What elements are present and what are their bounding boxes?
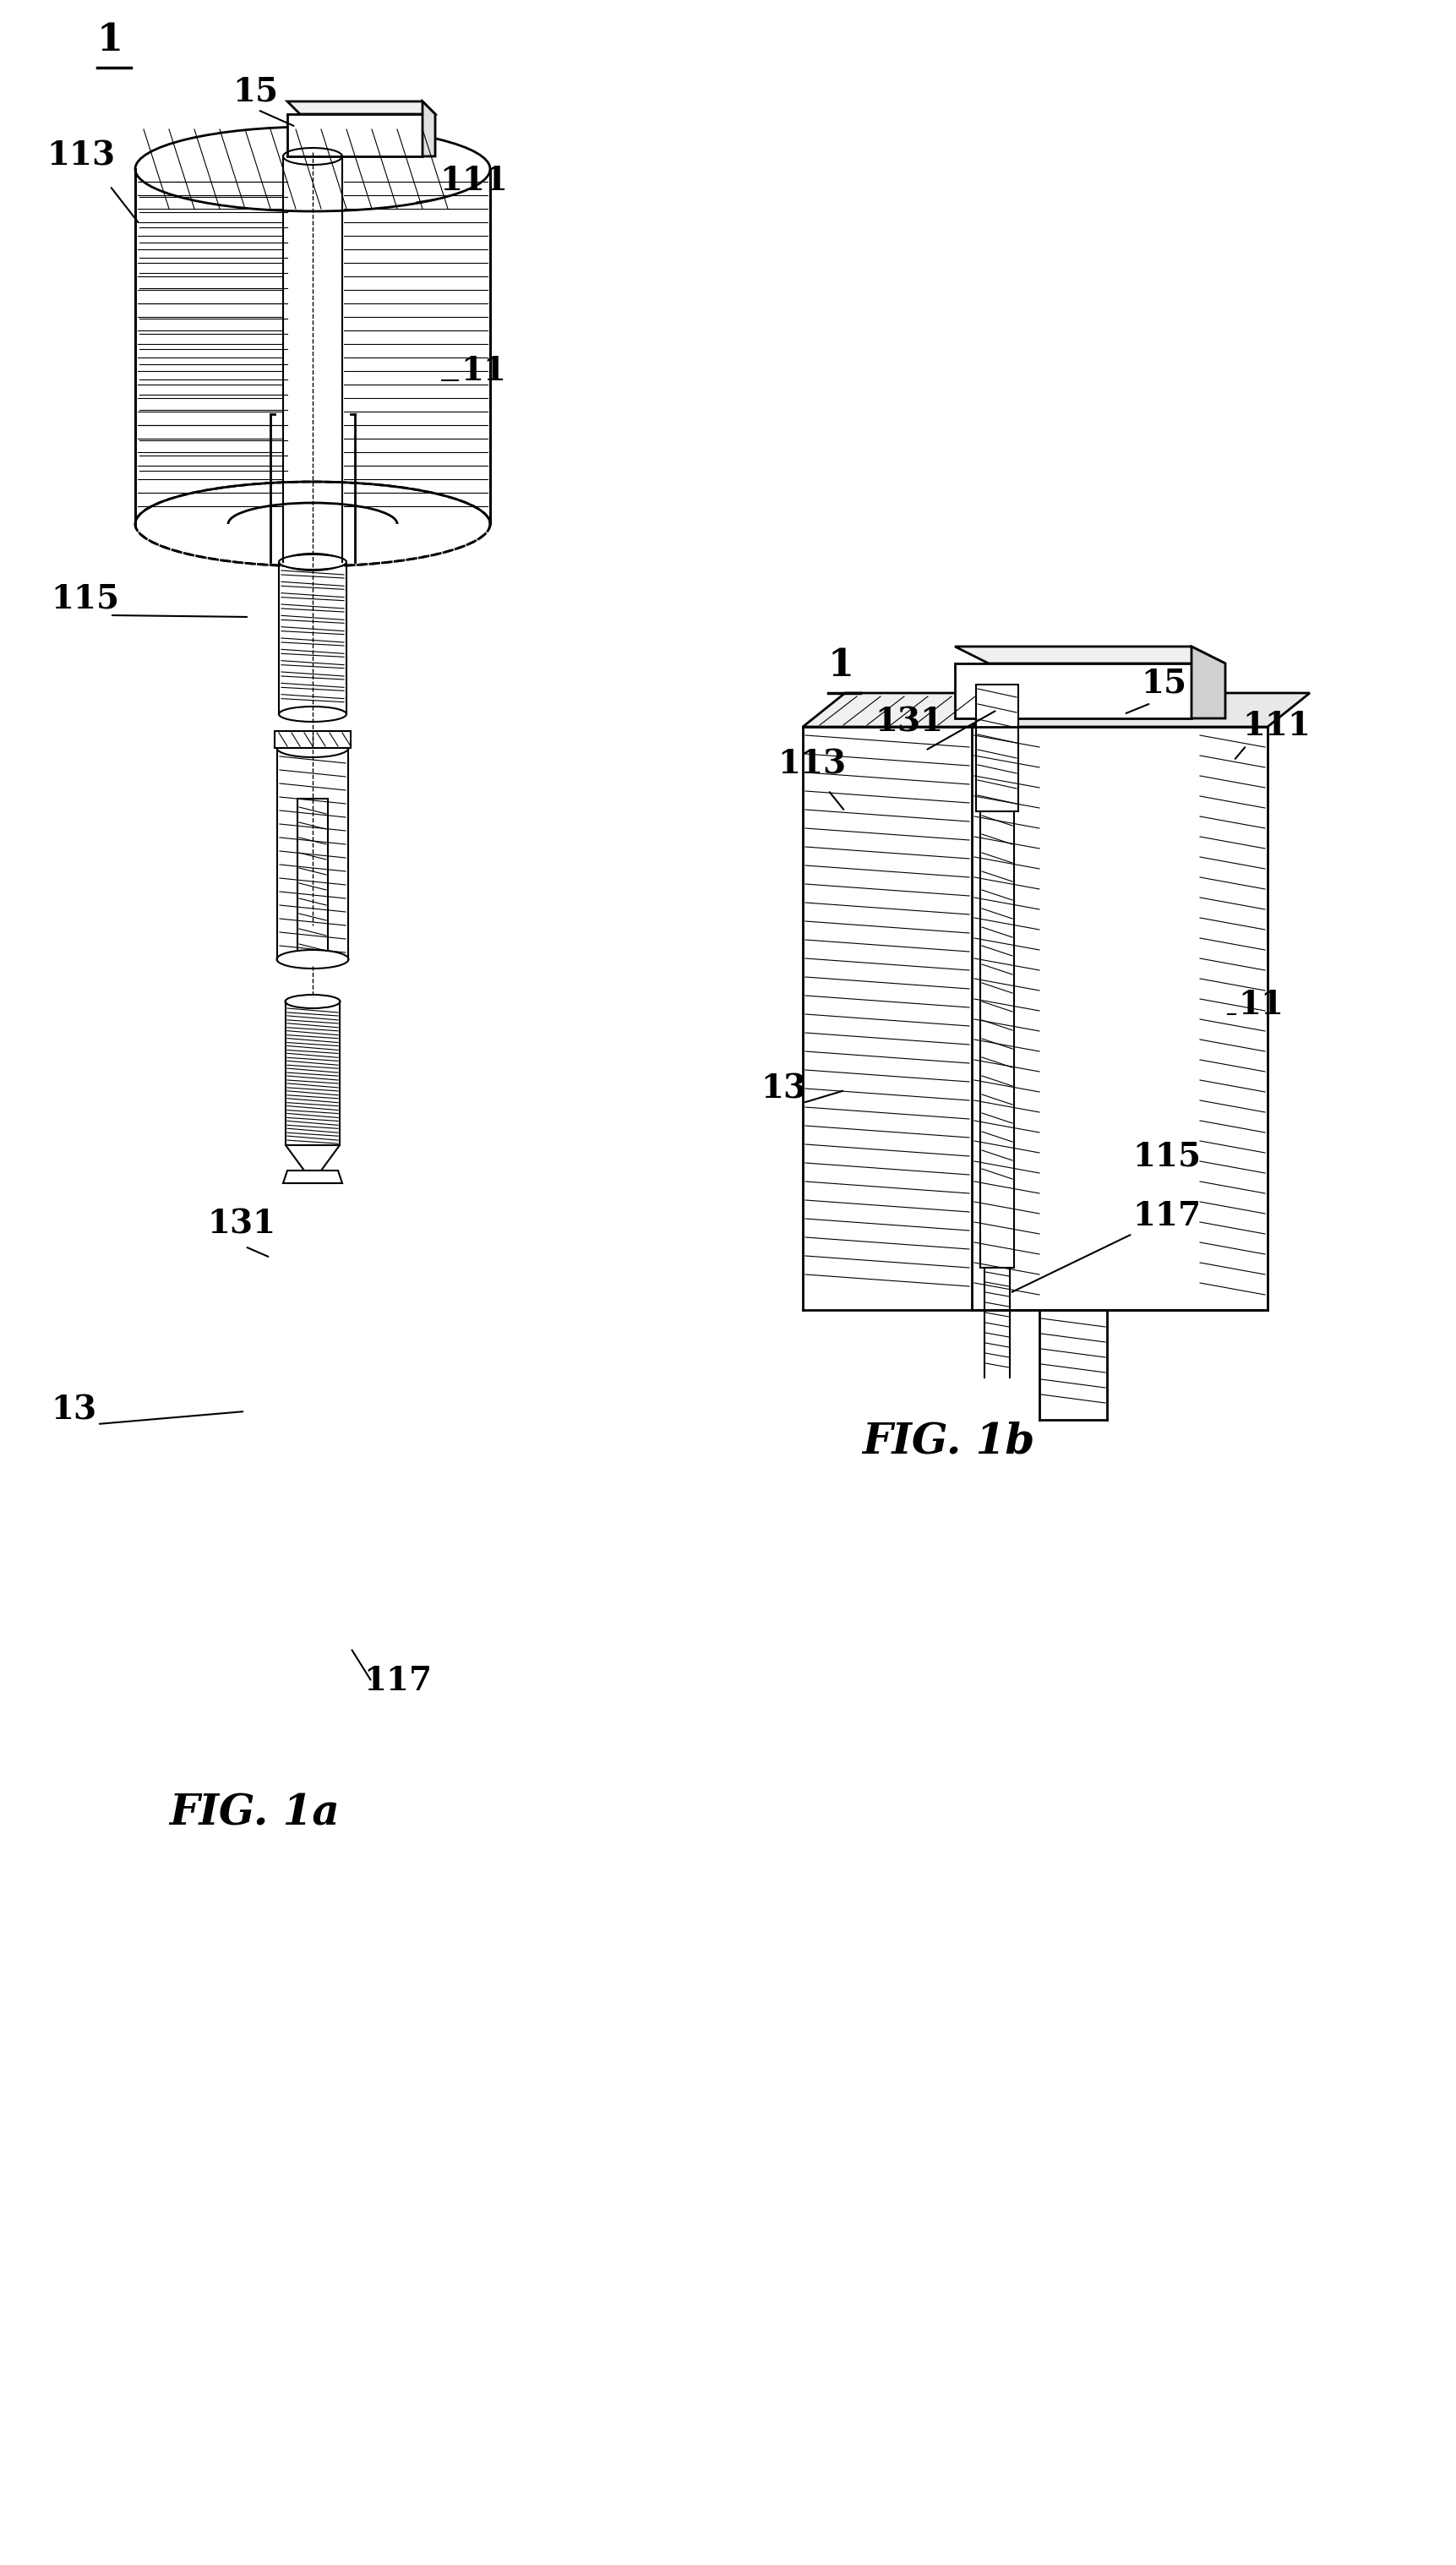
Text: 111: 111 (1242, 711, 1310, 741)
Text: 131: 131 (207, 1208, 275, 1241)
Ellipse shape (285, 995, 339, 1008)
Text: 115: 115 (51, 582, 119, 616)
Text: 13: 13 (51, 1395, 96, 1426)
Text: 1: 1 (96, 23, 122, 59)
Polygon shape (954, 646, 1224, 664)
Text: 13: 13 (760, 1072, 805, 1106)
Text: 15: 15 (233, 77, 278, 108)
Text: FIG. 1b: FIG. 1b (862, 1421, 1034, 1462)
Text: 115: 115 (1131, 1141, 1200, 1172)
Polygon shape (287, 103, 435, 113)
Ellipse shape (277, 739, 348, 757)
Text: 11: 11 (1238, 990, 1283, 1021)
Ellipse shape (278, 554, 347, 569)
Text: 11: 11 (460, 354, 505, 387)
Text: 117: 117 (1131, 1200, 1200, 1231)
Polygon shape (976, 685, 1018, 811)
Text: 15: 15 (1140, 667, 1185, 700)
Polygon shape (275, 731, 351, 749)
Polygon shape (287, 113, 422, 156)
Text: 113: 113 (778, 749, 846, 780)
Polygon shape (1191, 646, 1224, 718)
Polygon shape (802, 693, 1013, 726)
Text: FIG. 1a: FIG. 1a (169, 1793, 339, 1834)
Polygon shape (282, 1170, 342, 1182)
Text: 111: 111 (440, 164, 508, 198)
Text: 1: 1 (827, 646, 853, 685)
Polygon shape (422, 103, 435, 156)
Text: 131: 131 (874, 705, 942, 739)
Polygon shape (954, 664, 1191, 718)
Polygon shape (285, 1144, 339, 1170)
Polygon shape (971, 693, 1309, 726)
Text: 117: 117 (363, 1665, 431, 1698)
Text: 113: 113 (47, 139, 115, 172)
